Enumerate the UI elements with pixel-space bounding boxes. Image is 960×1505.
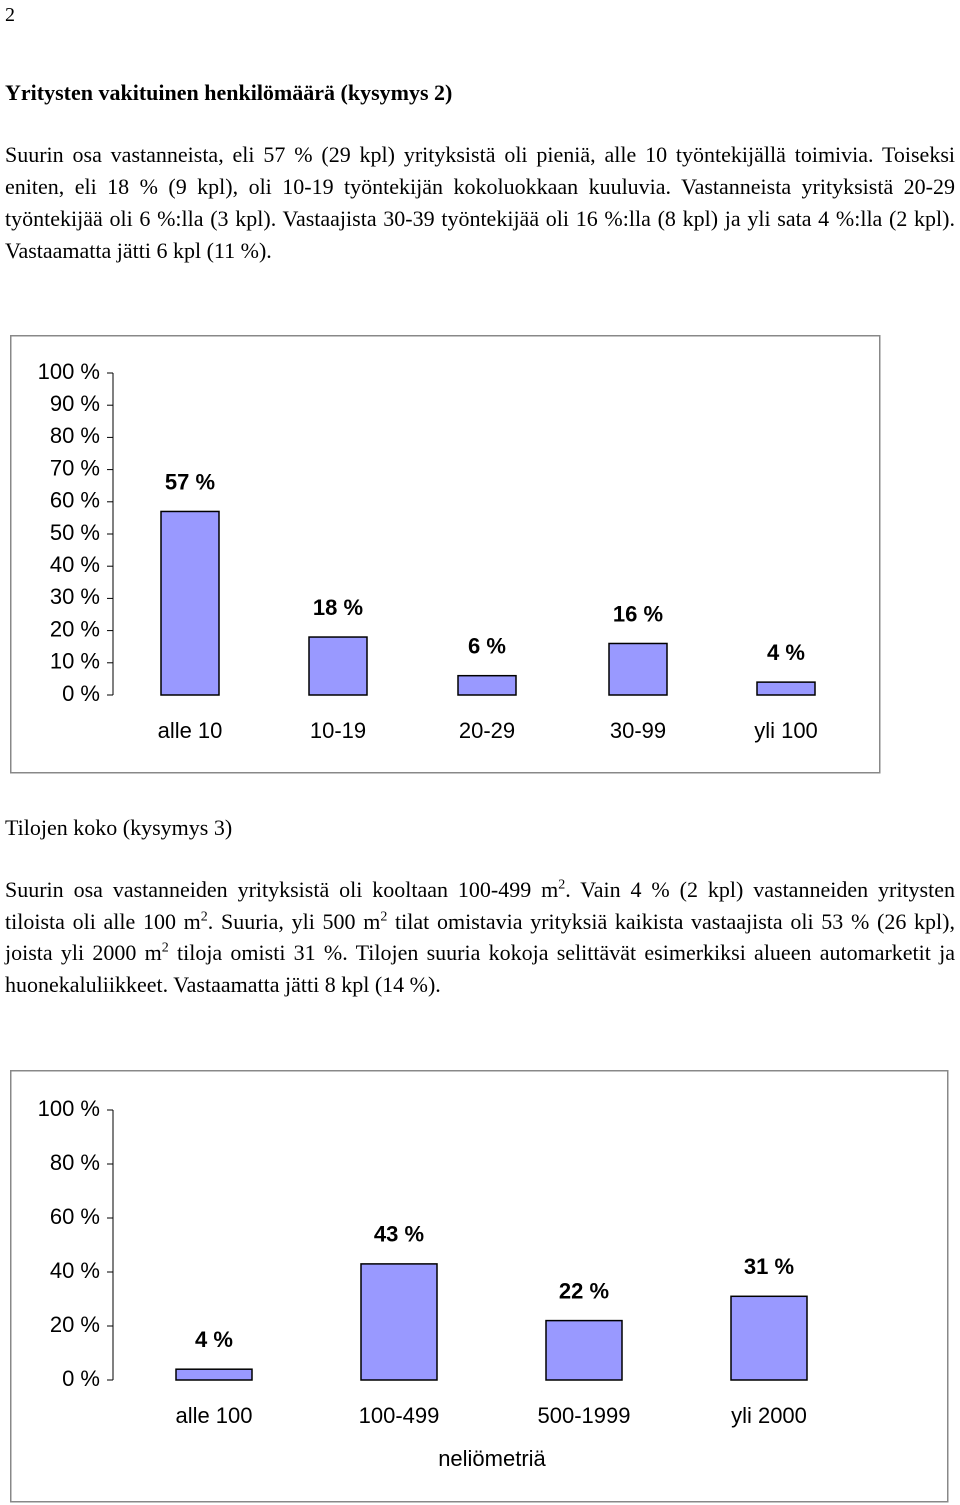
x-tick-label: yli 2000 — [731, 1403, 807, 1428]
y-tick-label: 60 % — [50, 488, 100, 513]
page-number: 2 — [5, 4, 15, 26]
superscript: 2 — [161, 940, 169, 956]
y-tick-label: 20 % — [50, 1312, 100, 1337]
y-tick-label: 40 % — [50, 552, 100, 577]
value-label: 57 % — [165, 469, 215, 494]
bar — [175, 1368, 253, 1381]
y-tick-label: 10 % — [50, 649, 100, 674]
text-run: tiloja omisti 31 %. Tilojen suuria kokoj… — [5, 940, 956, 997]
x-tick-label: 500-1999 — [538, 1403, 631, 1428]
x-tick-label: 30-99 — [610, 718, 666, 743]
y-tick-label: 80 % — [50, 423, 100, 448]
text-run: tilat omistavia yrityksiä kaikista vasta… — [5, 908, 955, 966]
y-tick-label: 60 % — [50, 1204, 100, 1229]
x-axis-label: neliömetriä — [438, 1446, 546, 1471]
chart: 0 % 10 % 20 % 30 % 40 % 50 % 60 % 70 % 80 % 90 % 1… — [10, 335, 881, 774]
chart-frame — [10, 335, 881, 774]
x-tick-label: alle 100 — [175, 1403, 252, 1428]
value-label: 31 % — [744, 1254, 794, 1279]
bar — [545, 1319, 623, 1381]
superscript: 2 — [200, 909, 208, 925]
bar — [608, 642, 668, 696]
y-tick-label: 30 % — [50, 584, 100, 609]
bar — [457, 674, 517, 696]
x-tick-label: 100-499 — [359, 1403, 440, 1428]
bar — [756, 681, 816, 696]
text-run: Suurin osa vastanneiden yrityksistä oli … — [5, 877, 559, 902]
chart: 0 % 20 % 40 % 60 % 80 % 100 % 4 % alle 100 43 % 1… — [10, 1070, 949, 1503]
value-label: 18 % — [313, 595, 363, 620]
value-label: 22 % — [559, 1278, 609, 1303]
paragraph: Suurin osa vastanneista, eli 57 % (29 kp… — [5, 142, 955, 263]
x-tick-label: alle 10 — [158, 718, 223, 743]
value-label: 4 % — [195, 1327, 233, 1352]
chart-frame — [10, 1070, 949, 1503]
y-tick-label: 0 % — [62, 1366, 100, 1391]
value-label: 43 % — [374, 1222, 424, 1247]
value-label: 16 % — [613, 601, 663, 626]
superscript: 2 — [380, 909, 388, 925]
text-run: . Suuria, yli 500 m — [207, 908, 381, 934]
text-run: . Vain 4 % (2 kpl) vastanneiden yrityste… — [5, 877, 955, 934]
bar — [360, 1263, 438, 1381]
bar — [160, 510, 220, 696]
y-tick-label: 40 % — [50, 1258, 100, 1283]
y-tick-label: 100 % — [38, 359, 100, 384]
value-label: 4 % — [767, 640, 805, 665]
heading: Tilojen koko (kysymys 3) — [5, 815, 233, 840]
y-tick-label: 20 % — [50, 616, 100, 641]
y-tick-label: 90 % — [50, 391, 100, 416]
y-tick-label: 70 % — [50, 455, 100, 480]
y-tick-label: 100 % — [38, 1096, 100, 1121]
paragraph: Suurin osa vastanneiden yrityksistä oli … — [5, 874, 955, 1000]
heading: Yritysten vakituinen henkilömäärä (kysym… — [5, 80, 453, 105]
superscript: 2 — [558, 877, 566, 893]
bar — [308, 636, 368, 696]
bar — [730, 1295, 808, 1381]
x-tick-label: yli 100 — [754, 718, 818, 743]
y-tick-label: 0 % — [62, 681, 100, 706]
y-tick-label: 80 % — [50, 1150, 100, 1175]
x-tick-label: 20-29 — [459, 718, 515, 743]
value-label: 6 % — [468, 633, 506, 658]
y-tick-label: 50 % — [50, 520, 100, 545]
x-tick-label: 10-19 — [310, 718, 366, 743]
